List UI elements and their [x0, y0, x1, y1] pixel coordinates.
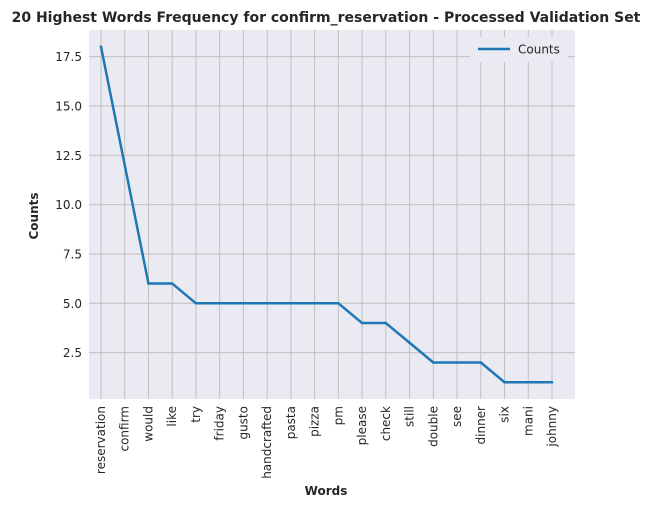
data-point — [194, 302, 198, 305]
x-tick-label: johnny — [545, 406, 559, 448]
data-point — [265, 302, 269, 305]
x-tick-label: pasta — [284, 406, 298, 439]
y-axis-label: Counts — [27, 192, 41, 239]
y-tick-label: 2.5 — [63, 346, 82, 360]
data-point — [242, 302, 245, 305]
data-point — [170, 282, 174, 285]
data-point — [123, 163, 126, 167]
x-tick-label: six — [498, 406, 512, 423]
data-point — [147, 282, 150, 285]
legend: Counts — [470, 37, 568, 62]
data-point — [408, 341, 411, 345]
y-tick-label: 17.5 — [55, 50, 82, 64]
data-point — [527, 380, 530, 384]
x-tick-label: pm — [331, 406, 345, 425]
y-tick-label: 5.0 — [63, 297, 82, 311]
data-point — [503, 380, 506, 384]
x-tick-label: mani — [521, 406, 535, 436]
x-tick-label: please — [355, 406, 369, 445]
y-tick-label: 10.0 — [55, 198, 82, 212]
x-tick-label: confirm — [118, 406, 132, 452]
data-point — [550, 380, 554, 384]
x-tick-label: see — [450, 406, 464, 427]
series-line-counts — [99, 45, 554, 384]
x-tick-label: dinner — [474, 406, 488, 445]
series-layer — [99, 45, 554, 384]
x-tick-label: gusto — [236, 406, 250, 440]
x-tick-label: still — [403, 406, 417, 427]
y-tick-label: 15.0 — [55, 99, 82, 113]
data-point — [313, 302, 316, 305]
legend-label: Counts — [518, 43, 560, 57]
x-tick-label: pizza — [308, 406, 322, 437]
x-tick-label: check — [379, 406, 393, 441]
data-point — [337, 302, 340, 305]
data-point — [455, 361, 459, 364]
chart-title: 20 Highest Words Frequency for confirm_r… — [12, 10, 641, 26]
x-tick-label: handcrafted — [260, 406, 274, 479]
data-point — [289, 302, 293, 305]
x-tick-label: double — [426, 406, 440, 447]
y-tick-label: 12.5 — [55, 149, 82, 163]
data-point — [360, 321, 364, 325]
data-point — [384, 321, 388, 325]
x-axis-label: Words — [305, 484, 348, 498]
x-tick-label: like — [165, 406, 179, 427]
y-tick-labels: 2.5 5.0 7.5 10.0 12.5 15.0 17.5 — [55, 50, 82, 360]
plot-area — [89, 30, 575, 399]
grid-lines — [89, 30, 575, 399]
data-point — [432, 361, 435, 364]
data-point — [218, 302, 221, 305]
x-tick-label: friday — [213, 406, 227, 441]
x-tick-labels: reservation confirm would like try friday gust… — [94, 406, 559, 479]
x-tick-label: would — [141, 406, 155, 442]
data-point — [99, 45, 103, 49]
data-point — [479, 361, 483, 364]
x-tick-label: try — [189, 406, 203, 423]
x-tick-label: reservation — [94, 406, 108, 474]
y-tick-label: 7.5 — [63, 247, 82, 261]
